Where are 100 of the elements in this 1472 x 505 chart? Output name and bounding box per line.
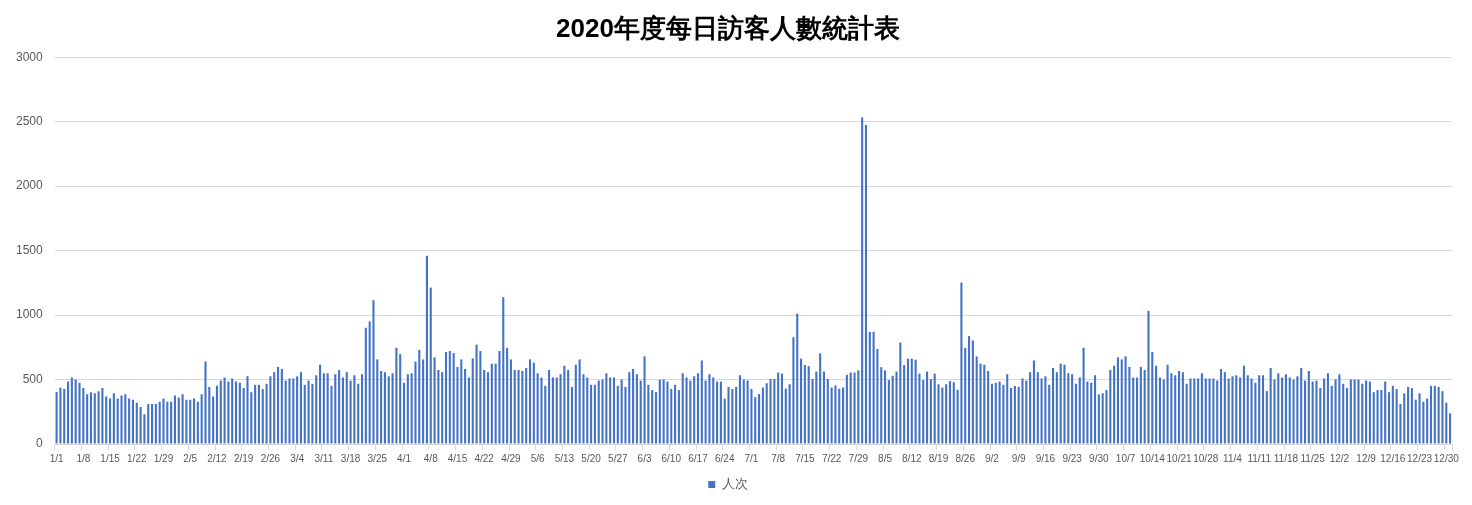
bar [223,377,226,444]
bar [685,377,688,444]
bar [864,125,868,444]
bar [994,382,997,444]
bar [861,117,864,444]
x-tick-label: 10/14 [1139,452,1166,464]
bar [1265,391,1268,444]
bar [360,374,364,444]
bar [151,403,154,444]
bar [345,372,348,444]
bar [654,392,658,444]
bar [1101,393,1104,444]
bar [441,372,444,444]
bar [1013,385,1016,444]
x-tick-label: 9/30 [1089,452,1110,464]
bar [1197,378,1200,444]
bar [926,371,929,444]
bar [570,386,574,444]
bar [1025,380,1028,444]
bar [429,287,432,444]
x-tick-label: 8/5 [878,452,893,464]
x-tick-label: 11/11 [1247,452,1272,464]
x-tick-label: 3/11 [314,452,334,464]
bar [849,372,852,444]
bar [139,407,142,444]
x-tick-label: 1/8 [76,452,91,464]
bar [1433,385,1436,444]
bar [758,393,761,444]
bar [1258,375,1261,444]
bar [1200,373,1203,444]
x-tick-label: 9/2 [985,452,1000,464]
bar [276,366,280,444]
bar [1277,373,1280,444]
bar [784,388,787,444]
bar [853,372,856,444]
bar [483,369,486,444]
x-tick-label: 6/24 [714,452,735,464]
bar [215,385,218,444]
x-tick-label: 6/17 [688,452,709,464]
x-tick-label: 11/4 [1223,452,1243,464]
legend-label: 人次 [721,476,748,492]
bar [803,365,806,444]
x-tick-label: 1/15 [100,452,121,464]
bar [960,282,963,444]
bar [681,373,684,444]
bar [628,372,631,444]
bar [597,380,600,444]
bar [941,387,944,444]
x-tick-label: 5/6 [530,452,546,464]
bar [1071,374,1074,444]
bar [1212,378,1215,444]
bar [689,380,692,444]
bar [1403,393,1406,444]
bar [1338,374,1341,444]
bar [1254,382,1257,444]
bar [609,377,612,444]
bar [643,356,646,444]
bar [338,369,341,444]
x-tick-label: 10/7 [1115,452,1136,464]
bar [318,364,322,444]
bar [1048,384,1051,444]
x-tick-label: 6/10 [661,452,682,464]
bar [1326,373,1329,444]
bar [395,347,398,444]
bar [773,379,776,444]
bar [1177,371,1181,444]
x-tick-label: 8/19 [928,452,949,464]
bar [968,336,971,444]
bar [63,389,66,444]
bar [1357,379,1360,444]
bar [540,377,543,444]
bar [261,389,264,444]
x-tick-label: 2/12 [207,452,228,464]
bar [1135,377,1139,444]
bar [70,377,73,444]
bar [353,375,356,444]
bar [1082,347,1085,444]
bar [105,396,108,444]
bar [181,394,184,444]
bar [517,369,520,444]
bar [528,359,532,444]
x-tick-label: 9/23 [1062,452,1083,464]
bar [189,399,192,444]
bar [513,369,516,444]
bar [1288,377,1291,444]
bar [78,382,81,444]
bar [887,380,890,444]
bar [273,372,276,444]
bar [1219,368,1223,444]
bar [170,401,173,444]
bar [219,380,222,444]
bar [910,358,913,444]
bar [506,347,509,444]
bar [616,385,619,444]
bar [586,377,589,444]
bar [196,401,199,444]
bar [1449,413,1452,444]
bar [1155,365,1158,444]
bar [834,385,837,444]
bar [1437,386,1440,444]
